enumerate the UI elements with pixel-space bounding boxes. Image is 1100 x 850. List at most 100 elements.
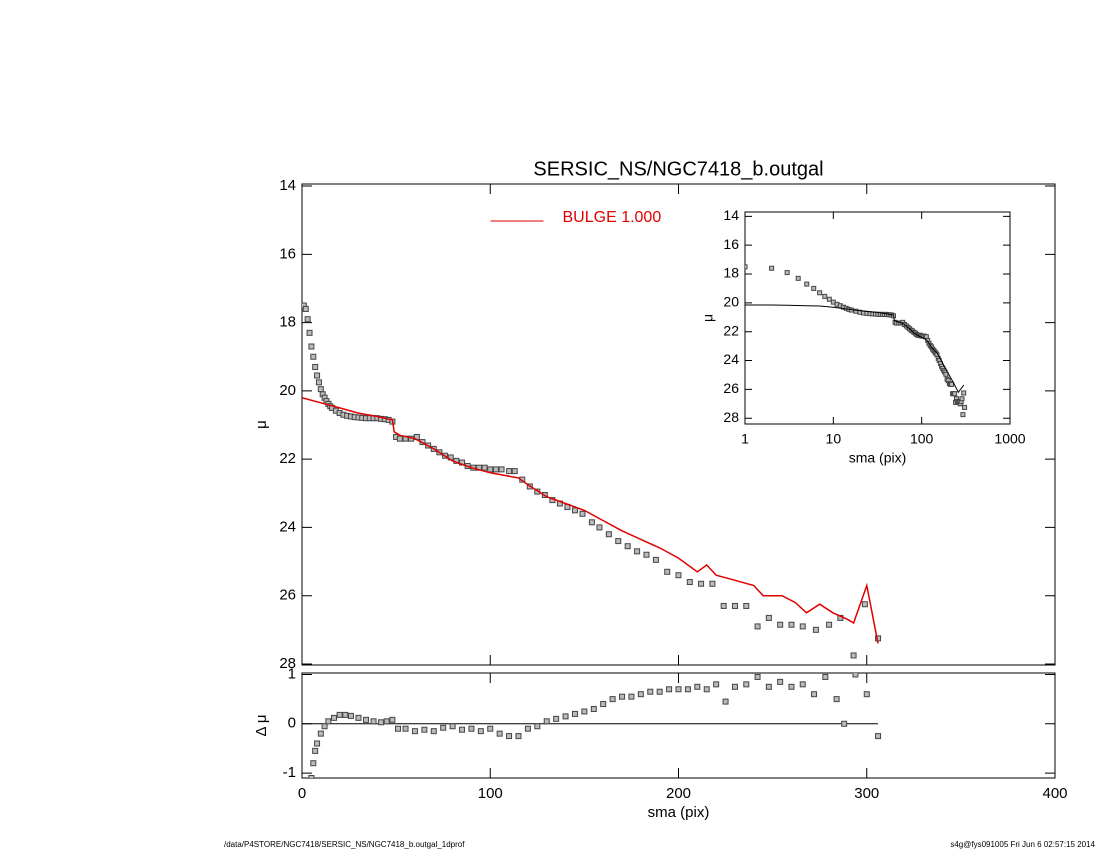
- data-point: [675, 572, 682, 579]
- y-tick-label: -1: [283, 764, 296, 781]
- data-point: [686, 579, 693, 586]
- data-point: [784, 270, 790, 276]
- data-point: [812, 626, 819, 633]
- data-point: [962, 404, 968, 410]
- y-tick-label: 26: [723, 380, 739, 396]
- plot-frame: [744, 211, 1011, 425]
- data-point: [684, 686, 691, 693]
- data-point: [581, 708, 588, 715]
- plot-area: [302, 673, 882, 778]
- data-point: [628, 693, 635, 700]
- chart: 14 16 18 20 22 24 26 281 10 100 1000 sma (pix) μ: [700, 207, 1026, 466]
- data-point: [863, 691, 870, 698]
- data-point: [492, 466, 499, 473]
- data-point: [317, 386, 324, 393]
- plot-area: [745, 264, 968, 418]
- data-point: [959, 396, 965, 402]
- data-point: [754, 623, 761, 630]
- data-point: [515, 733, 522, 740]
- data-point: [664, 568, 671, 575]
- data-point: [498, 466, 505, 473]
- data-point: [811, 285, 817, 291]
- data-point: [511, 468, 518, 475]
- data-point: [370, 718, 377, 725]
- y-tick-label: 14: [279, 177, 296, 194]
- data-point: [310, 353, 317, 360]
- data-point: [703, 686, 710, 693]
- data-point: [804, 281, 810, 287]
- x-tick-label: 100: [910, 431, 934, 447]
- y-tick-label: 16: [279, 245, 296, 262]
- data-point: [822, 673, 829, 680]
- data-point: [389, 716, 396, 723]
- data-point: [949, 381, 955, 387]
- data-point: [698, 580, 705, 587]
- data-point: [822, 293, 828, 299]
- chart: SERSIC_NS/NGC7418_b.outgal 14 16 18 20 22 24 26…: [253, 158, 1056, 672]
- y-tick-label: 28: [279, 655, 296, 672]
- y-axis-label: μ: [700, 314, 716, 322]
- data-point: [481, 464, 488, 471]
- data-point: [355, 714, 362, 721]
- data-point: [850, 652, 857, 659]
- data-point: [743, 681, 750, 688]
- y-tick-label: 28: [723, 409, 739, 425]
- data-point: [562, 713, 569, 720]
- data-point: [310, 760, 317, 767]
- data-point: [496, 730, 503, 737]
- footer-left: /data/P4STORE/NGC7418/SERSIC_NS/NGC7418_…: [224, 840, 465, 849]
- x-tick-label: 1: [741, 431, 749, 447]
- data-point: [314, 372, 321, 379]
- data-point: [619, 693, 626, 700]
- data-point: [487, 466, 494, 473]
- data-point: [347, 712, 354, 719]
- data-point: [952, 391, 958, 397]
- data-point: [317, 730, 324, 737]
- y-tick-label: 20: [279, 382, 296, 399]
- data-point: [579, 510, 586, 517]
- data-point: [308, 343, 315, 350]
- data-point: [315, 379, 322, 386]
- data-point: [675, 686, 682, 693]
- data-point: [799, 623, 806, 630]
- data-point: [961, 390, 967, 396]
- data-point: [795, 275, 801, 281]
- data-point: [943, 371, 949, 377]
- data-point: [960, 412, 966, 418]
- y-tick-label: 0: [288, 715, 296, 732]
- data-point: [833, 696, 840, 703]
- model-line: [302, 396, 879, 644]
- data-point: [314, 740, 321, 747]
- x-axis-label: sma (pix): [648, 804, 710, 821]
- data-point: [788, 621, 795, 628]
- y-tick-label: 14: [723, 207, 739, 223]
- data-point: [487, 725, 494, 732]
- data-point: [743, 602, 750, 609]
- data-point: [524, 725, 531, 732]
- data-point: [722, 698, 729, 705]
- data-point: [449, 723, 456, 730]
- model-line: [745, 304, 965, 394]
- data-point: [396, 435, 403, 442]
- data-point: [411, 728, 418, 735]
- data-point: [543, 718, 550, 725]
- y-tick-label: 1: [288, 665, 296, 682]
- data-point: [596, 524, 603, 531]
- data-point: [709, 580, 716, 587]
- x-tick-label: 10: [826, 431, 842, 447]
- data-point: [402, 725, 409, 732]
- y-tick-label: 18: [723, 265, 739, 281]
- y-tick-label: 22: [279, 450, 296, 467]
- data-point: [378, 719, 385, 726]
- data-point: [713, 681, 720, 688]
- data-point: [571, 710, 578, 717]
- data-point: [383, 718, 390, 725]
- x-tick-label: 400: [1042, 785, 1067, 802]
- data-point: [826, 621, 833, 628]
- data-point: [799, 681, 806, 688]
- data-point: [731, 683, 738, 690]
- data-point: [325, 718, 332, 725]
- data-point: [336, 711, 343, 718]
- x-tick-label: 300: [854, 785, 879, 802]
